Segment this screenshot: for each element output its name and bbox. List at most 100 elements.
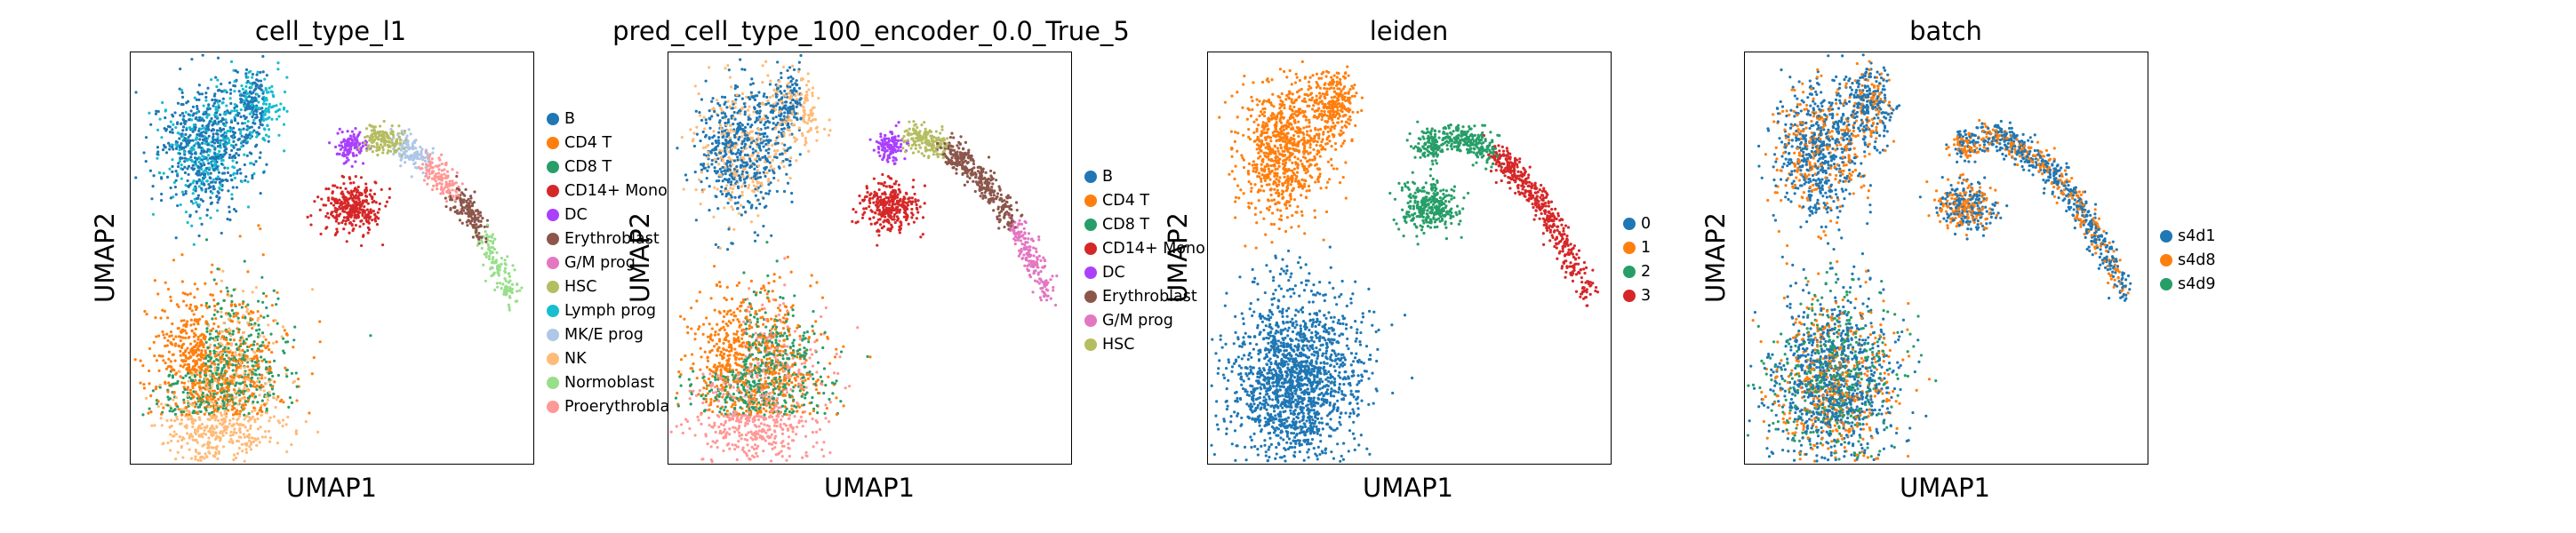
scatter-point — [268, 436, 272, 440]
scatter-point — [194, 307, 198, 312]
scatter-point — [198, 118, 202, 123]
scatter-point — [165, 418, 169, 423]
scatter-point — [224, 379, 228, 383]
scatter-point — [181, 328, 185, 331]
scatter-point — [181, 193, 186, 196]
scatter-point — [212, 94, 216, 98]
scatter-point — [724, 322, 728, 326]
scatter-point — [144, 396, 148, 400]
scatter-point — [155, 335, 158, 338]
scatter-point — [251, 96, 254, 100]
scatter-point — [230, 193, 234, 196]
scatter-point — [223, 145, 227, 148]
scatter-point — [716, 332, 720, 337]
scatter-point — [247, 323, 251, 327]
scatter-point — [221, 117, 225, 122]
scatter-point — [160, 136, 164, 139]
scatter-point — [800, 419, 804, 423]
scatter-point — [184, 145, 188, 148]
scatter-point — [252, 343, 256, 346]
scatter-point — [246, 136, 250, 139]
scatter-point — [228, 294, 231, 298]
scatter-point — [169, 196, 172, 200]
scatter-point — [187, 113, 190, 116]
scatter-point — [191, 145, 196, 148]
scatter-point — [732, 426, 735, 429]
scatter-point — [295, 399, 299, 402]
scatter-point — [255, 78, 259, 82]
scatter-point — [268, 416, 272, 419]
scatter-point — [207, 402, 211, 407]
scatter-point — [248, 418, 252, 422]
scatter-point — [244, 179, 247, 182]
scatter-point — [217, 435, 220, 439]
scatter-point — [779, 334, 782, 338]
scatter-point — [180, 418, 184, 422]
scatter-point — [161, 100, 164, 105]
scatter-point — [211, 372, 214, 376]
scatter-point — [220, 386, 225, 390]
scatter-point — [192, 322, 196, 326]
scatter-point — [740, 383, 744, 386]
scatter-point — [203, 163, 206, 167]
scatter-point — [228, 422, 231, 426]
scatter-point — [705, 365, 709, 369]
scatter-point — [285, 76, 289, 79]
scatter-point — [799, 372, 803, 377]
scatter-point — [170, 143, 173, 147]
scatter-point — [143, 309, 147, 314]
scatter-point — [237, 386, 241, 390]
scatter-point — [192, 123, 196, 127]
scatter-point — [235, 109, 239, 113]
scatter-point — [187, 185, 190, 188]
scatter-point — [207, 134, 211, 138]
scatter-point — [785, 334, 788, 338]
scatter-point — [693, 434, 697, 437]
scatter-point — [184, 374, 188, 378]
scatter-point — [244, 133, 248, 137]
scatter-point — [736, 428, 740, 432]
scatter-point — [186, 371, 190, 375]
scatter-point — [266, 344, 269, 348]
scatter-point — [238, 414, 242, 418]
scatter-point — [685, 325, 690, 329]
scatter-point — [239, 382, 243, 386]
scatter-point — [171, 322, 174, 326]
scatter-point — [217, 382, 220, 386]
scatter-point — [809, 348, 812, 352]
scatter-point — [722, 393, 725, 396]
scatter-point — [215, 111, 219, 115]
scatter-point — [168, 449, 172, 452]
scatter-point — [233, 427, 236, 431]
scatter-point — [308, 411, 311, 415]
scatter-point — [225, 104, 228, 107]
scatter-point — [193, 96, 196, 99]
scatter-point — [181, 436, 185, 440]
scatter-point — [243, 418, 246, 421]
scatter-point — [210, 77, 213, 82]
scatter-point — [179, 68, 182, 71]
scatter-point — [776, 306, 780, 310]
scatter-point — [199, 197, 203, 202]
scatter-point — [139, 381, 142, 385]
scatter-point — [296, 378, 300, 381]
scatter-point — [721, 320, 725, 323]
scatter-point — [268, 102, 271, 106]
scatter-point — [201, 53, 204, 57]
scatter-point — [679, 423, 684, 426]
scatter-point — [202, 104, 205, 107]
scatter-point — [174, 142, 178, 146]
scatter-point — [241, 290, 245, 293]
scatter-point — [748, 302, 751, 306]
scatter-point — [740, 337, 744, 340]
scatter-point — [196, 381, 199, 385]
scatter-point — [230, 148, 234, 153]
scatter-point — [261, 300, 265, 304]
scatter-point — [756, 455, 759, 458]
scatter-point — [264, 117, 268, 121]
scatter-point — [169, 433, 172, 436]
scatter-point — [157, 334, 161, 338]
scatter-point — [748, 343, 751, 347]
scatter-point — [251, 131, 254, 134]
scatter-point — [243, 99, 246, 102]
